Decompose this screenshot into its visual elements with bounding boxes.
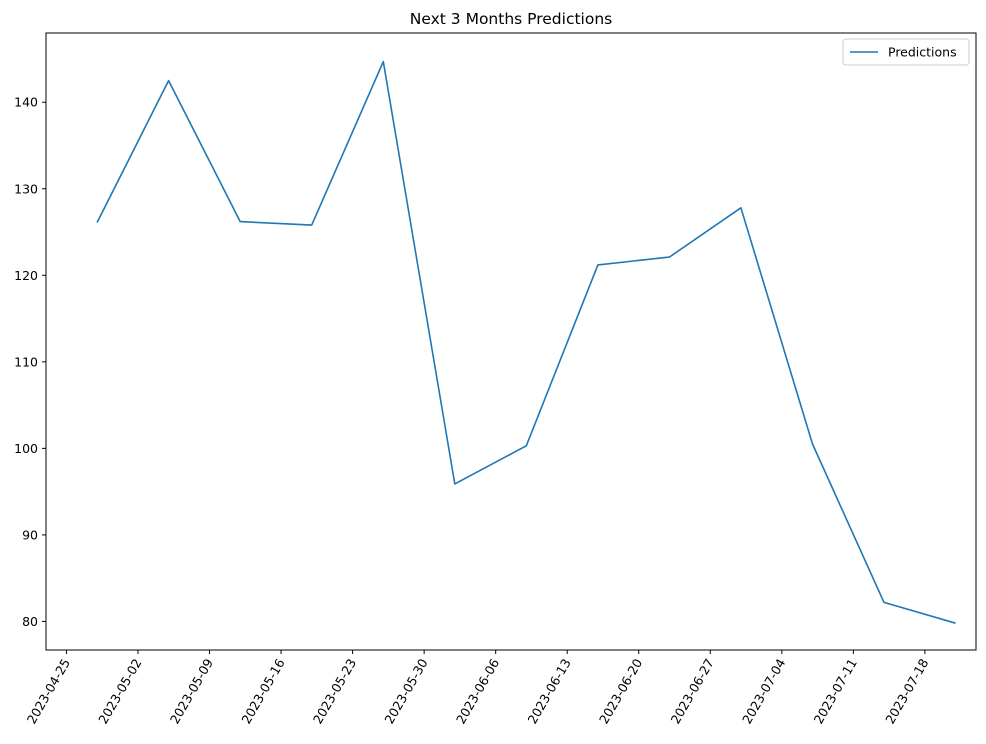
legend-box (842, 38, 970, 66)
data-point (595, 262, 600, 267)
data-point (452, 481, 457, 486)
x-tick-label: 2023-06-13 (524, 656, 573, 726)
x-tick-label: 2023-07-11 (811, 656, 860, 726)
data-point (810, 442, 815, 447)
series-layer (95, 59, 958, 626)
y-tick-label: 80 (22, 614, 38, 629)
x-tick-label: 2023-04-25 (24, 656, 73, 726)
x-tick-label: 2023-05-16 (238, 656, 287, 726)
data-point (381, 59, 386, 64)
x-tick-label: 2023-07-04 (739, 656, 788, 726)
x-tick-label: 2023-07-18 (882, 656, 931, 726)
y-axis: 80 90 100 110 120 130 140 (14, 95, 46, 629)
legend-label-predictions: Predictions (888, 45, 957, 60)
x-tick-label: 2023-05-23 (310, 656, 359, 726)
chart-title: Next 3 Months Predictions (410, 10, 612, 28)
plot-frame (45, 32, 977, 651)
x-tick-label: 2023-05-30 (381, 656, 430, 726)
y-tick-label: 130 (14, 181, 38, 196)
data-point (309, 223, 314, 228)
data-point (738, 205, 743, 210)
y-tick-label: 100 (14, 441, 38, 456)
y-tick-label: 120 (14, 268, 38, 283)
legend: Predictions (842, 38, 970, 66)
data-point (238, 219, 243, 224)
x-tick-label: 2023-06-06 (453, 656, 502, 726)
data-point (95, 220, 100, 225)
data-point (882, 600, 887, 605)
x-tick-label: 2023-05-02 (95, 656, 144, 726)
data-point (524, 443, 529, 448)
y-tick-label: 90 (22, 527, 38, 542)
series-line-predictions (96, 60, 956, 624)
x-tick-label: 2023-06-20 (596, 656, 645, 726)
data-point (953, 621, 958, 626)
x-axis: 2023-04-25 2023-05-02 2023-05-09 2023-05-16… (24, 650, 932, 726)
y-tick-label: 110 (14, 354, 38, 369)
x-tick-label: 2023-06-27 (668, 656, 717, 726)
y-tick-label: 140 (14, 95, 38, 110)
data-point (166, 78, 171, 83)
x-tick-label: 2023-05-09 (167, 656, 216, 726)
data-point (667, 255, 672, 260)
